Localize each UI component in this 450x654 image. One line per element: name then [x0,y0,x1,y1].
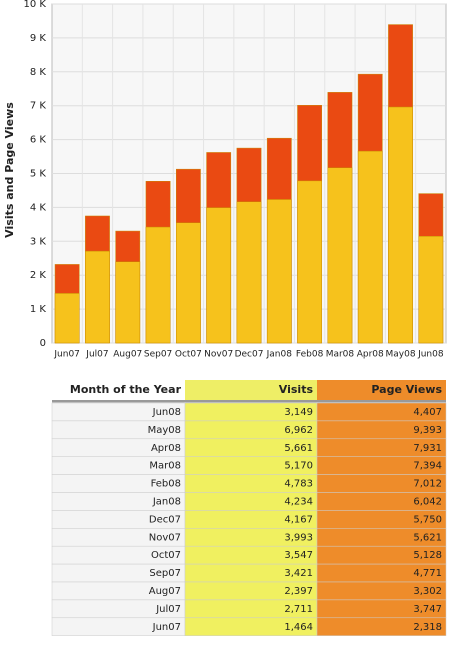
y-tick-label: 8 K [30,67,47,78]
y-tick-label: 1 K [30,304,47,315]
cell-text: 2,318 [413,622,442,633]
y-tick-label: 9 K [30,33,47,44]
table-cell [316,617,447,636]
y-tick-label: 2 K [30,270,47,281]
cell-text: 4,167 [284,514,313,525]
bar [327,167,353,344]
cell-text: 3,747 [413,604,442,615]
cell-text: 1,464 [284,622,313,633]
cell-text: 5,750 [413,514,442,525]
bar [206,207,232,344]
cell-text: 5,128 [413,550,442,561]
y-tick-label: 0 [40,338,46,349]
x-tick-label: Sep07 [144,350,172,360]
x-tick-label: Dec07 [235,350,264,360]
cell-text: 4,783 [284,479,313,490]
cell-text: 3,547 [284,550,313,561]
cell-text: Feb08 [151,479,181,490]
cell-text: 2,397 [284,586,313,597]
bar [297,180,322,344]
cell-text: Oct07 [151,550,181,561]
header-text: Visits [279,383,314,396]
y-tick-label: 5 K [30,169,47,180]
cell-text: 4,234 [284,496,313,507]
y-tick-label: 4 K [30,202,47,213]
cell-text: Jul07 [155,604,181,615]
cell-text: Apr08 [151,443,181,454]
x-tick-label: Jul07 [85,350,108,360]
x-tick-label: Mar08 [326,350,355,360]
cell-text: 3,993 [284,532,313,543]
bar [115,261,141,344]
y-tick-label: 3 K [30,236,47,247]
cell-text: 3,421 [284,568,313,579]
x-tick-label: May08 [386,350,416,360]
y-tick-label: 7 K [30,101,47,112]
cell-text: May08 [148,425,181,436]
bar [388,106,413,344]
cell-text: 3,149 [284,407,313,418]
cell-text: 5,170 [284,461,313,472]
x-tick-label: Feb08 [296,350,324,360]
header-cell [185,380,317,400]
header-cell [52,380,185,400]
cell-text: 2,711 [284,604,313,615]
bar [85,250,110,344]
cell-text: 4,407 [413,407,442,418]
bar [357,150,383,344]
x-tick-label: Aug07 [113,350,142,360]
bar [54,293,80,344]
cell-text: Nov07 [149,532,181,543]
cell-text: Jun08 [152,407,181,418]
bar [236,201,262,344]
header-cell [317,380,446,400]
cell-text: Sep07 [149,568,181,579]
bar [266,199,292,344]
cell-text: 3,302 [413,586,442,597]
header-text: Month of the Year [70,383,182,396]
x-tick-label: Oct07 [175,350,202,360]
y-tick-label: 10 K [24,0,47,10]
y-axis-label: Visits and Page Views [3,102,16,238]
header-text: Page Views [371,383,442,396]
bar [176,222,201,344]
cell-text: 9,393 [413,425,442,436]
bar [145,226,171,344]
cell-text: 7,394 [413,461,442,472]
x-tick-label: Jan08 [266,350,293,360]
bar [418,235,444,344]
cell-text: 6,962 [284,425,313,436]
x-tick-label: Jun07 [53,350,80,360]
cell-text: 7,012 [413,479,442,490]
x-tick-label: Apr08 [357,350,384,360]
cell-text: Dec07 [149,514,181,525]
cell-text: Mar08 [149,461,181,472]
cell-text: Aug07 [149,586,181,597]
x-tick-label: Nov07 [204,350,233,360]
cell-text: Jun07 [152,622,181,633]
cell-text: 5,661 [284,443,313,454]
cell-text: 7,931 [413,443,442,454]
cell-text: 4,771 [413,568,442,579]
x-tick-label: Jun08 [417,350,444,360]
cell-text: 6,042 [413,496,442,507]
cell-text: 5,621 [413,532,442,543]
y-tick-label: 6 K [30,135,47,146]
cell-text: Jan08 [152,496,181,507]
